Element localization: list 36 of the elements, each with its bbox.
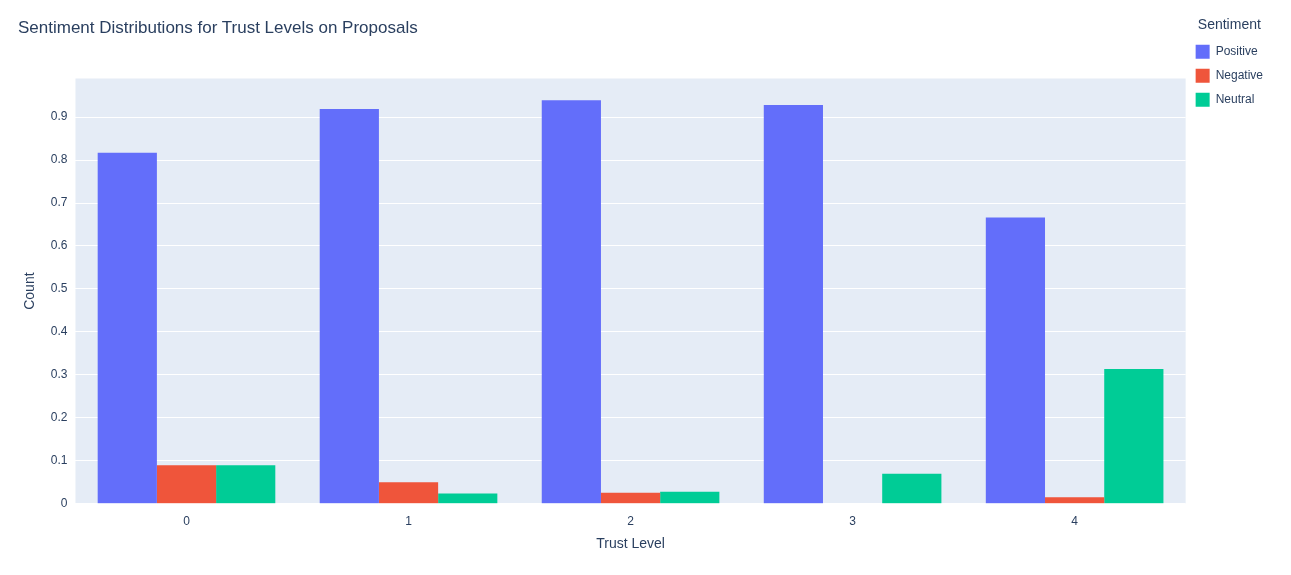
y-tick-label: 0.6 [50,238,68,253]
y-tick-label: 0.8 [50,152,68,167]
y-tick-label: 0.4 [50,324,68,339]
y-tick-label: 0.2 [50,410,68,425]
legend-label: Positive [1215,44,1258,59]
bar [882,473,942,504]
y-tick-label: 0.9 [50,109,68,124]
bar [1104,368,1164,504]
legend-title: Sentiment [1197,15,1261,32]
bar [1045,497,1105,504]
y-axis-title: Count [21,272,38,310]
x-tick-label: 0 [183,514,191,529]
bar [541,100,601,504]
y-tick-label: 0.1 [50,453,68,468]
bar [216,465,276,504]
x-axis-title: Trust Level [596,535,665,552]
legend-label: Neutral [1215,92,1255,107]
bar [97,152,157,504]
bar [600,492,661,504]
bar [660,491,720,504]
x-tick-label: 2 [627,514,635,529]
y-tick-label: 0.5 [50,281,68,296]
x-tick-label: 3 [849,514,857,529]
legend-label: Negative [1215,68,1264,83]
bar [378,482,439,504]
bar [319,108,379,504]
bar [985,217,1046,504]
x-tick-label: 1 [405,514,413,529]
bar [156,465,217,504]
bar [763,105,823,504]
bar [438,493,498,504]
x-tick-label: 4 [1071,514,1079,529]
chart-title: Sentiment Distributions for Trust Levels on Proposals [18,17,418,37]
y-tick-label: 0.3 [50,367,68,382]
y-tick-label: 0.7 [50,195,68,210]
y-tick-label: 0 [60,496,68,511]
